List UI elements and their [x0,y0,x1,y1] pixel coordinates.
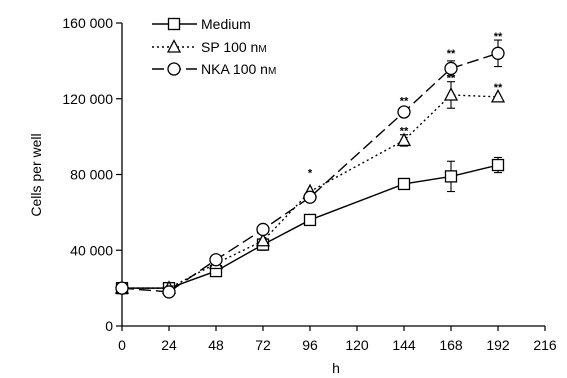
data-point [491,46,505,60]
data-point [396,132,412,147]
significance-mark: ** [400,95,409,107]
series-circle [115,39,505,299]
legend-marker [167,62,181,76]
data-point [397,177,411,191]
x-tick-label: 72 [255,337,271,353]
legend-marker [167,17,181,31]
legend-label: SP 100 nM [201,39,267,55]
data-point [490,88,506,103]
data-point [491,158,505,172]
significance-mark: ** [494,31,503,43]
y-tick-label: 160 000 [62,15,113,31]
x-tick-label: 192 [486,337,510,353]
significance-mark: ** [447,48,456,60]
legend-item: Medium [152,16,251,32]
x-tick-label: 216 [533,337,557,353]
data-point [443,87,459,101]
x-tick-label: 144 [392,337,416,353]
x-tick-label: 0 [118,337,126,353]
data-point [444,170,458,183]
significance-mark: * [308,167,313,179]
y-tick-label: 40 000 [70,242,113,258]
data-point [162,285,176,299]
data-point [209,253,223,267]
annotations: ************* [308,31,503,179]
series-triangle [114,81,506,294]
data-point [115,281,129,295]
data-point [303,213,317,227]
series-line [121,52,499,293]
y-axis-label: Cells per well [28,133,44,216]
series-line [122,94,499,289]
y-tick-label: 80 000 [70,167,113,183]
series-layer [114,39,506,299]
x-tick-label: 24 [161,337,177,353]
significance-mark: ** [494,82,503,94]
x-tick-label: 96 [302,337,318,353]
legend: Medium SP 100 nM NKA 100 nM [152,16,276,77]
significance-mark: ** [447,73,456,85]
x-tick-label: 120 [345,337,369,353]
x-tick-label: 48 [208,337,224,353]
x-tick-label: 168 [439,337,463,353]
legend-label: Medium [201,16,251,32]
y-tick-label: 120 000 [62,91,113,107]
legend-label: NKA 100 nM [201,61,276,77]
data-point [303,190,317,204]
legend-item: SP 100 nM [152,39,267,55]
axes: 0 24 48 72 96 120 144 168 192 216 0 40 000 80 000 120… [62,15,557,353]
data-point [397,105,411,119]
x-axis-label: h [332,360,340,376]
significance-mark: ** [400,126,409,138]
legend-marker [166,39,182,53]
data-point [256,222,270,237]
y-tick-label: 0 [105,318,113,334]
data-point [255,232,271,247]
legend-item: NKA 100 nM [152,61,276,77]
series-line [122,164,499,289]
data-point [444,61,458,76]
